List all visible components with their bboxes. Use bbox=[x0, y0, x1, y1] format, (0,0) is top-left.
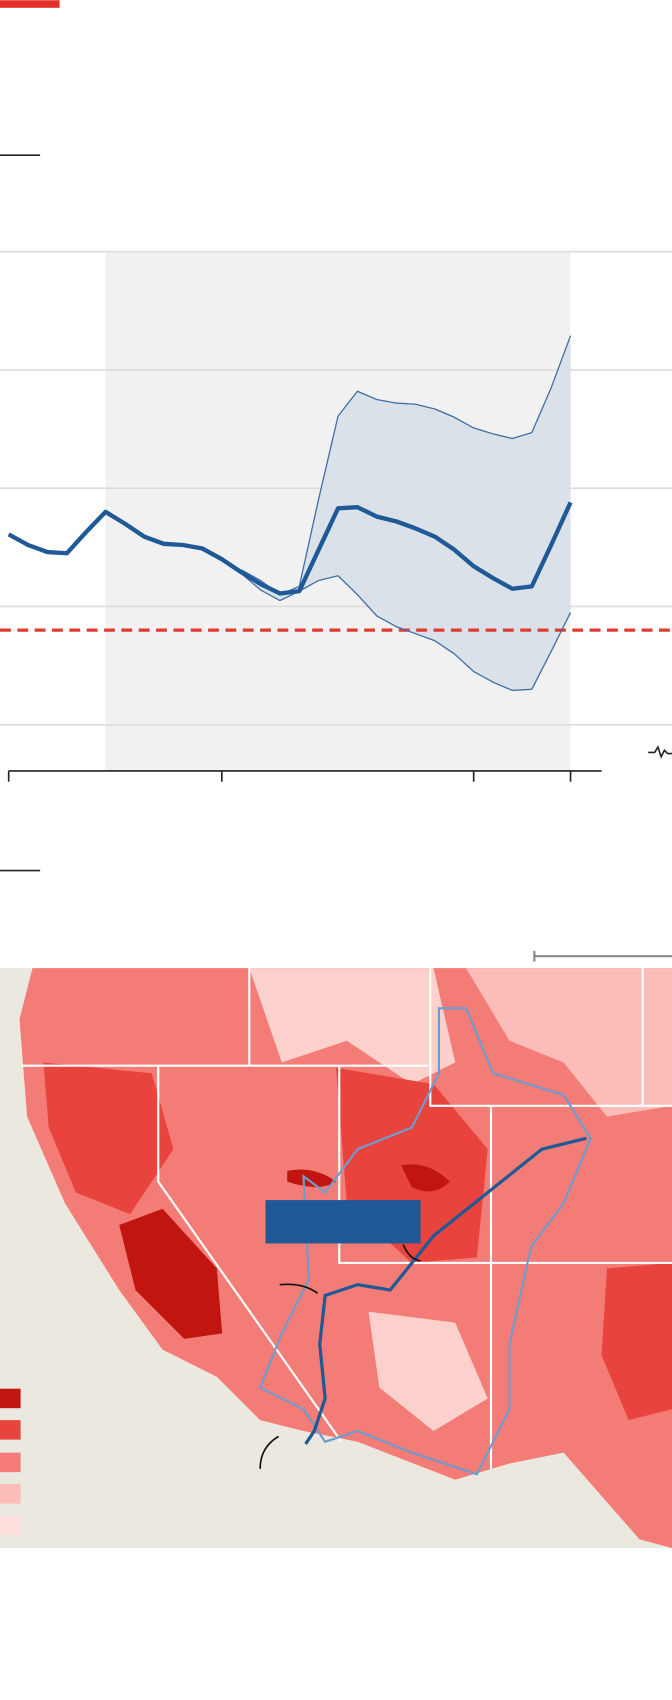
series-line bbox=[240, 335, 572, 596]
legend-swatch bbox=[0, 1452, 21, 1473]
chart bbox=[0, 250, 672, 782]
map-region bbox=[601, 1262, 672, 1421]
map-region bbox=[249, 968, 456, 1085]
map-region bbox=[119, 1208, 223, 1339]
axis-break-icon bbox=[648, 745, 672, 759]
map-region bbox=[466, 968, 672, 1117]
range-band bbox=[241, 335, 571, 691]
map bbox=[0, 950, 672, 1549]
series-line bbox=[7, 501, 573, 596]
legend-swatch bbox=[0, 1484, 21, 1504]
basin-outline bbox=[258, 1007, 592, 1476]
map-region bbox=[401, 1164, 450, 1192]
label-box bbox=[265, 1200, 421, 1244]
map-region bbox=[287, 1169, 336, 1188]
brand-bar bbox=[0, 0, 60, 8]
legend-swatch bbox=[0, 1420, 21, 1440]
river bbox=[304, 1136, 587, 1445]
legend-swatch bbox=[0, 1388, 21, 1409]
map-region bbox=[43, 1062, 174, 1215]
map-region bbox=[368, 1311, 488, 1431]
legend-swatch bbox=[0, 1515, 21, 1536]
state-border bbox=[21, 968, 672, 1469]
leader-line bbox=[259, 1244, 421, 1469]
